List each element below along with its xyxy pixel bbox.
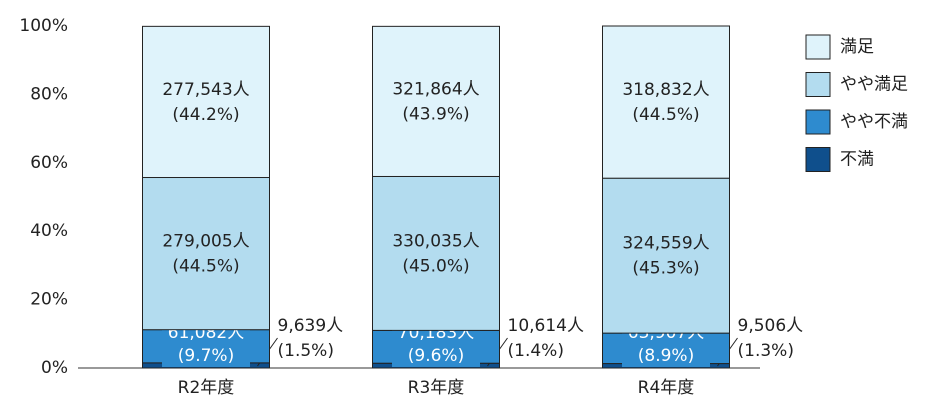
legend-label: やや満足 — [840, 75, 908, 95]
data-label: 9,506人 — [738, 316, 804, 336]
y-tick-label: 100% — [19, 16, 68, 36]
data-label: (9.6%) — [408, 346, 464, 366]
data-label: 321,864人 — [392, 79, 479, 99]
data-label: (8.9%) — [638, 346, 694, 366]
data-label: (44.5%) — [172, 257, 239, 277]
legend-label: やや不満 — [840, 112, 908, 132]
y-tick-label: 0% — [41, 358, 68, 378]
legend-label: 不満 — [840, 150, 874, 170]
bar-segment — [142, 25, 270, 179]
data-label: 330,035人 — [392, 231, 479, 251]
data-label: (44.5%) — [632, 105, 699, 125]
legend-swatch — [805, 147, 831, 172]
bar-segment — [602, 177, 730, 334]
y-tick-label: 40% — [30, 221, 68, 241]
bar-segment — [142, 177, 270, 331]
data-label: (1.5%) — [278, 341, 334, 361]
legend-swatch — [805, 72, 831, 97]
data-label: (9.7%) — [178, 346, 234, 366]
y-tick-label: 80% — [30, 84, 68, 104]
data-label: (45.0%) — [402, 256, 469, 276]
data-label: 277,543人 — [162, 80, 249, 100]
bar-segment — [372, 25, 500, 177]
data-label: (45.3%) — [632, 259, 699, 279]
x-tick-label: R3年度 — [408, 378, 465, 398]
x-tick-label: R2年度 — [178, 378, 235, 398]
data-label: 9,639人 — [278, 316, 344, 336]
data-label: 324,559人 — [622, 234, 709, 254]
legend-swatch — [805, 109, 831, 135]
data-label: (1.3%) — [738, 341, 794, 361]
data-label: (44.2%) — [172, 105, 239, 125]
data-label: 279,005人 — [162, 232, 249, 252]
bar-segment — [372, 175, 500, 331]
legend-label: 満足 — [840, 37, 874, 57]
data-label: (1.4%) — [508, 341, 564, 361]
bar-segment — [602, 25, 730, 179]
data-label: (43.9%) — [402, 104, 469, 124]
y-tick-label: 60% — [30, 153, 68, 173]
data-label: 10,614人 — [508, 316, 584, 336]
data-label: 318,832人 — [622, 80, 709, 100]
legend-swatch — [805, 34, 831, 60]
x-tick-label: R4年度 — [638, 378, 695, 398]
y-tick-label: 20% — [30, 290, 68, 310]
